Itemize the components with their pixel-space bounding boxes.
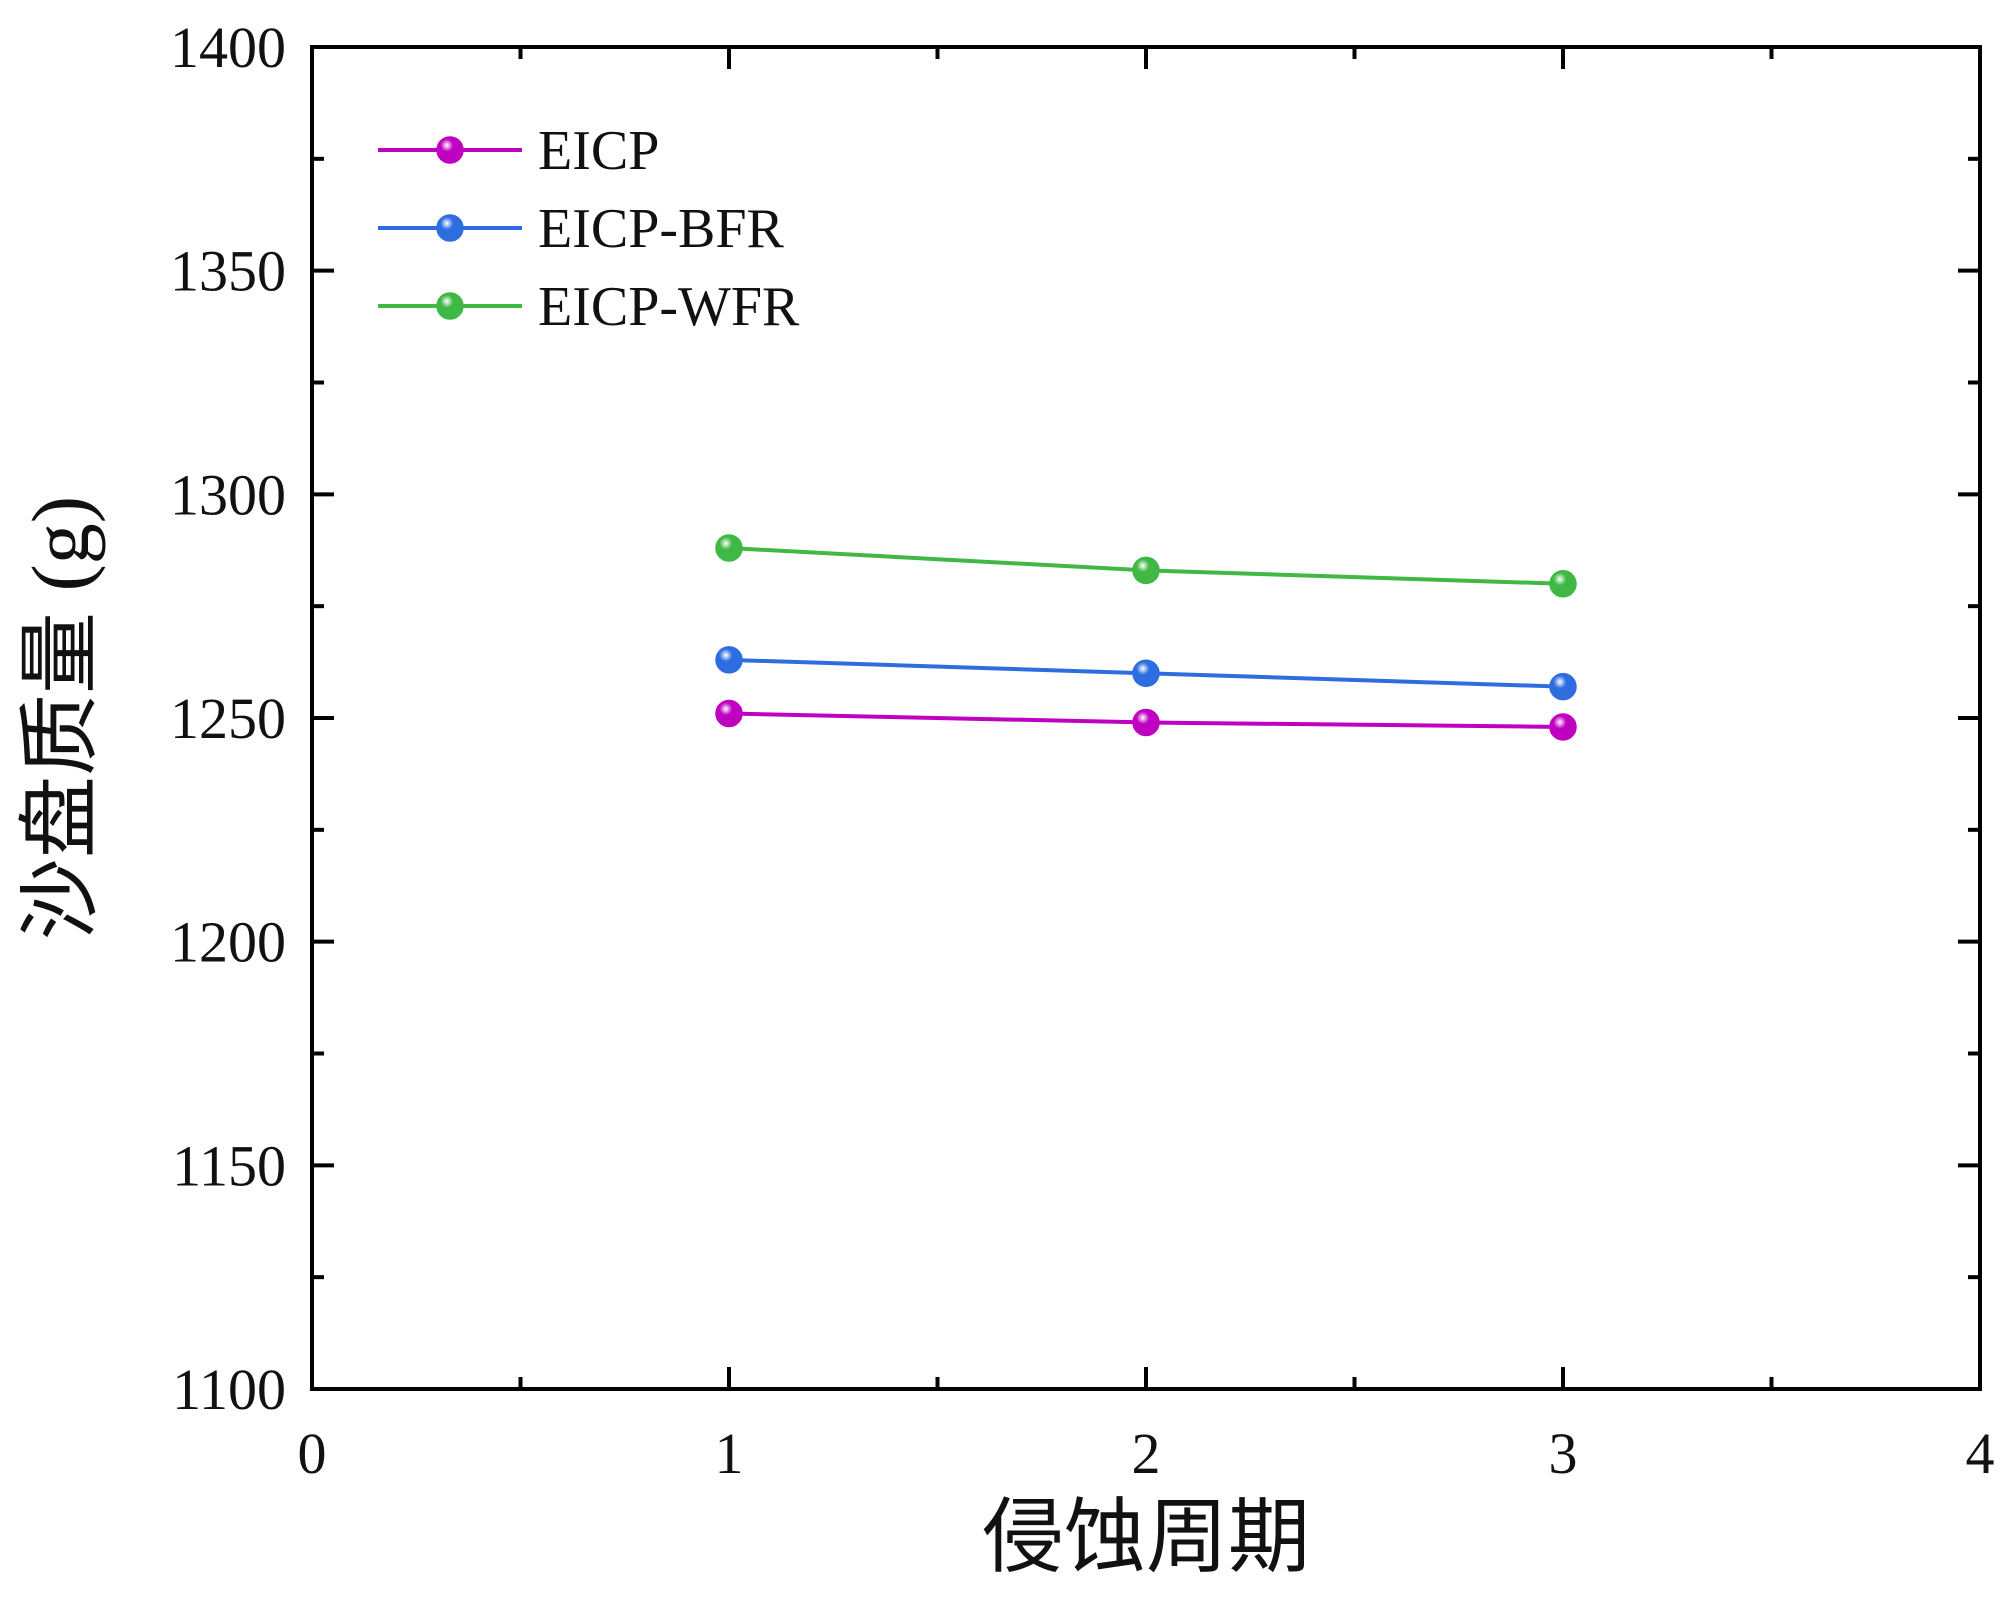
y-axis-label: 沙盘质量 (g) (15, 496, 106, 940)
y-tick-label: 1100 (172, 1357, 286, 1422)
legend: EICP EICP-BFR EICP-WFR (378, 120, 800, 338)
tick-labels: 0 1 2 3 4 1100 1150 1200 1250 1300 1350 1400 (170, 15, 1995, 1486)
legend-marker-eicp (436, 136, 464, 164)
legend-label-eicp-bfr: EICP-BFR (538, 198, 784, 260)
data-point-eicp-wfr (715, 534, 743, 562)
data-point-eicp (715, 699, 743, 728)
y-tick-label: 1200 (170, 910, 286, 975)
y-tick-label: 1250 (170, 686, 286, 751)
x-tick-label: 0 (298, 1421, 327, 1486)
data-point-eicp-bfr (1549, 672, 1577, 701)
x-tick-label: 3 (1549, 1421, 1578, 1486)
data-point-eicp-wfr (1549, 570, 1577, 598)
data-point-eicp (1549, 713, 1577, 741)
series-layer (715, 534, 1577, 741)
legend-marker-eicp-bfr (436, 214, 464, 242)
data-point-eicp (1132, 708, 1160, 737)
legend-label-eicp-wfr: EICP-WFR (538, 276, 800, 338)
legend-marker-eicp-wfr (436, 292, 464, 320)
data-point-eicp-bfr (715, 646, 743, 674)
x-tick-label: 1 (715, 1421, 744, 1486)
legend-label-eicp: EICP (538, 120, 659, 182)
data-point-eicp-wfr (1132, 556, 1160, 585)
x-tick-label: 2 (1132, 1421, 1161, 1486)
data-point-eicp-bfr (1132, 659, 1160, 688)
x-tick-label: 4 (1966, 1421, 1995, 1486)
y-tick-label: 1400 (170, 15, 286, 80)
y-tick-label: 1350 (170, 239, 286, 304)
y-tick-label: 1300 (170, 462, 286, 527)
x-axis-label: 侵蚀周期 (982, 1492, 1310, 1583)
axis-ticks (310, 45, 1982, 1391)
y-tick-label: 1150 (172, 1133, 286, 1198)
